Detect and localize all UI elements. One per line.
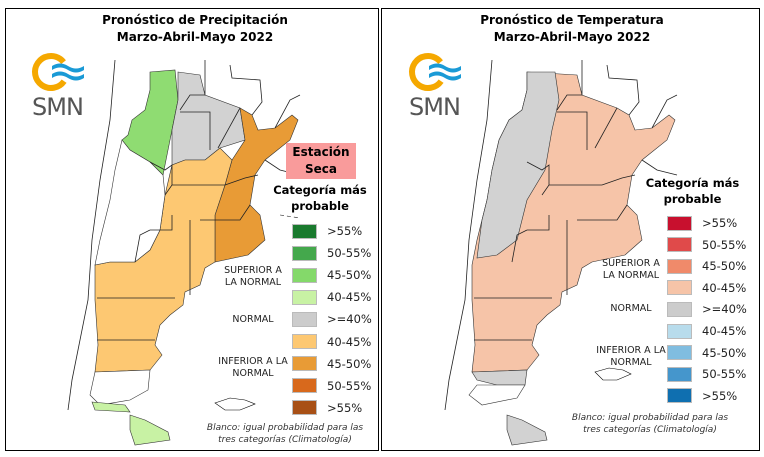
legend-label: >55% <box>327 400 363 415</box>
title-line2: Marzo-Abril-Mayo 2022 <box>116 30 274 44</box>
malvinas-islands <box>594 367 632 381</box>
region-above-normal-tierra-del-fuego <box>129 414 171 446</box>
legend-label: 45-50% <box>327 356 372 371</box>
region-climatology-south <box>468 384 526 406</box>
temperature-title: Pronóstico de Temperatura Marzo-Abril-Ma… <box>437 12 707 46</box>
legend-item: 50-55% <box>667 365 746 383</box>
malvinas-islands <box>214 397 256 411</box>
legend-swatch <box>292 245 317 261</box>
precipitation-panel <box>5 8 379 451</box>
group-normal: NORMAL <box>610 303 652 314</box>
legend-swatch <box>667 345 692 361</box>
legend-item: >=40% <box>667 300 747 318</box>
legend-label: 50-55% <box>702 237 747 252</box>
legend-swatch <box>292 223 317 239</box>
legend-swatch <box>667 388 692 404</box>
legend-item: 45-50% <box>292 266 371 284</box>
group-below-normal: INFERIOR A LA NORMAL <box>596 345 666 368</box>
smn-logo-text: SMN <box>409 93 461 121</box>
legend-item: >=40% <box>292 310 372 328</box>
legend-item: 40-45% <box>292 288 371 306</box>
temperature-panel <box>381 8 760 451</box>
legend-swatch <box>292 378 317 394</box>
legend-label: 45-50% <box>702 345 747 360</box>
title-line1: Pronóstico de Temperatura <box>480 13 664 27</box>
legend-label: 40-45% <box>702 280 747 295</box>
legend-swatch <box>292 267 317 283</box>
temperature-map <box>444 59 678 446</box>
climatology-note: Blanco: igual probabilidad para las tres… <box>571 413 729 435</box>
legend-swatch <box>292 289 317 305</box>
legend-swatch <box>667 280 692 296</box>
smn-logo-temperature <box>409 53 461 91</box>
legend-item: >55% <box>667 214 737 232</box>
title-line1: Pronóstico de Precipitación <box>102 13 288 27</box>
region-climatology-south <box>89 369 151 406</box>
legend-label: 40-45% <box>327 334 372 349</box>
climatology-note: Blanco: igual probabilidad para las tres… <box>206 423 364 445</box>
group-normal: NORMAL <box>232 314 274 325</box>
legend-label: 45-50% <box>702 259 747 274</box>
legend-title: Categoría más probable <box>273 183 367 213</box>
legend-item: >55% <box>292 222 362 240</box>
smn-logo-text: SMN <box>32 93 84 121</box>
region-normal-nw <box>476 71 560 259</box>
legend-item: 40-45% <box>292 333 371 351</box>
legend-label: 40-45% <box>327 290 372 305</box>
legend-label: 45-50% <box>327 268 372 283</box>
legend-swatch <box>292 334 317 349</box>
legend-swatch <box>667 301 692 317</box>
region-normal-south <box>471 369 528 386</box>
legend-item: 45-50% <box>667 344 746 362</box>
legend-item: >55% <box>667 387 737 405</box>
legend-swatch <box>667 215 692 231</box>
legend-label: >=40% <box>702 302 747 317</box>
legend-item: 50-55% <box>292 377 371 395</box>
season-badge: Estación Seca <box>286 143 356 179</box>
legend-label: 40-45% <box>702 324 747 338</box>
group-above-normal: SUPERIOR A LA NORMAL <box>224 265 282 288</box>
legend-label: >=40% <box>327 312 372 327</box>
legend-item: 45-50% <box>667 257 746 275</box>
legend-swatch <box>667 258 692 274</box>
legend-item: 50-55% <box>667 236 746 254</box>
smn-logo <box>32 53 84 91</box>
legend-item: 40-45% <box>667 279 746 297</box>
legend-item: 45-50% <box>292 355 371 373</box>
legend-swatch <box>292 311 317 327</box>
legend-swatch <box>667 366 692 382</box>
legend-label: >55% <box>702 216 738 230</box>
precipitation-map <box>67 59 301 446</box>
legend-swatch <box>667 237 692 253</box>
legend-item: >55% <box>292 399 362 417</box>
legend-label: 50-55% <box>327 378 372 393</box>
legend-item: 50-55% <box>292 244 371 262</box>
legend-label: 50-55% <box>702 367 747 382</box>
region-normal-tierra-del-fuego <box>506 414 548 446</box>
legend-item: 40-45% <box>667 322 746 340</box>
region-climatology-west <box>94 139 166 266</box>
precipitation-title: Pronóstico de Precipitación Marzo-Abril-… <box>60 12 330 46</box>
legend-label: 50-55% <box>327 246 372 261</box>
legend-swatch <box>667 323 692 339</box>
group-above-normal: SUPERIOR A LA NORMAL <box>602 258 660 281</box>
legend-swatch <box>292 400 317 416</box>
legend-label: >55% <box>702 388 738 403</box>
title-line2: Marzo-Abril-Mayo 2022 <box>493 30 651 44</box>
legend-swatch <box>292 356 317 372</box>
legend-label: >55% <box>327 224 363 238</box>
legend-title: Categoría más probable <box>645 176 740 206</box>
group-below-normal: INFERIOR A LA NORMAL <box>218 356 288 379</box>
region-above-normal-tdf <box>91 401 131 413</box>
